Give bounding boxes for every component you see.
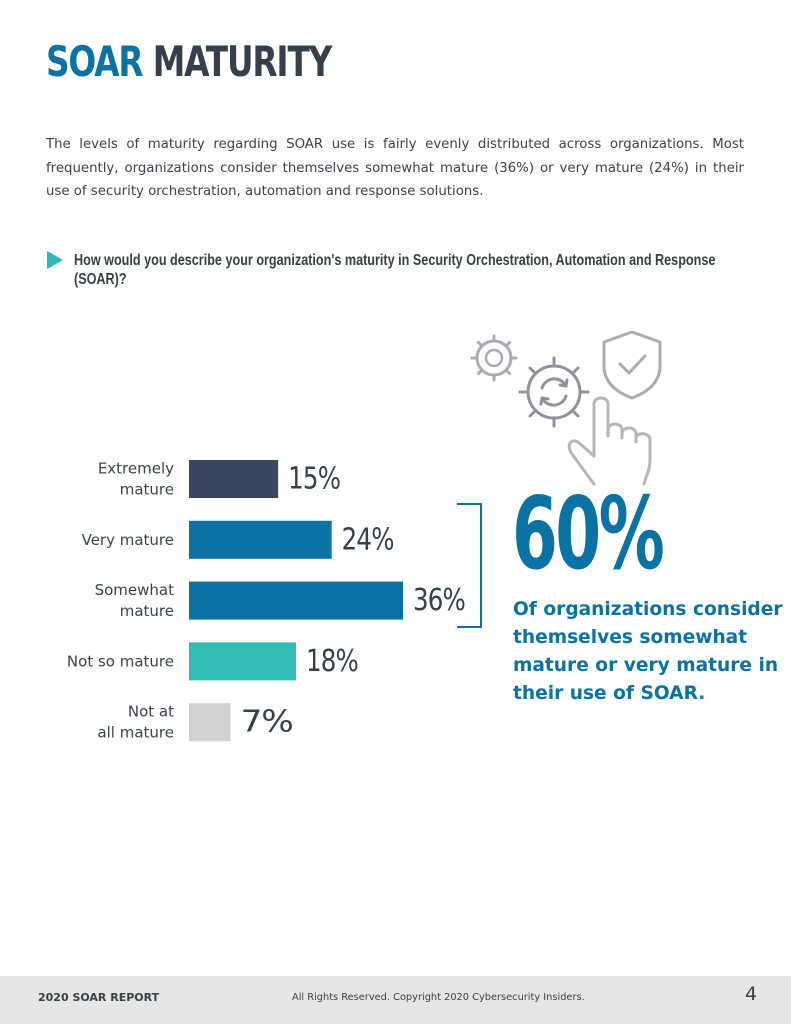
- bar-4: [189, 703, 231, 742]
- bar-3: [189, 642, 296, 681]
- copyright-text: All Rights Reserved. Copyright 2020 Cybe…: [292, 992, 585, 1003]
- big-stat-value: 60%: [512, 475, 665, 592]
- value-label-1: 24%: [342, 522, 394, 557]
- category-label-0: Extremely mature: [98, 460, 174, 499]
- bar-1: [189, 520, 332, 559]
- page-footer: 2020 SOAR REPORT All Rights Reserved. Co…: [0, 976, 791, 1024]
- category-label-3: Not so mature: [67, 652, 174, 670]
- automation-illustration: [470, 330, 662, 486]
- callout-text: Of organizations consider themselves som…: [513, 599, 783, 704]
- value-label-0: 15%: [288, 462, 340, 497]
- bar-2: [189, 581, 403, 620]
- intro-paragraph: The levels of maturity regarding SOAR us…: [46, 137, 744, 199]
- value-label-3: 18%: [306, 644, 358, 679]
- gear-outline-icon: [470, 334, 518, 382]
- page-title: SOAR MATURITY: [46, 37, 333, 86]
- bar-0: [189, 460, 279, 498]
- page-number: 4: [745, 983, 758, 1005]
- value-label-4: 7%: [241, 705, 293, 740]
- title-rest: MATURITY: [152, 37, 333, 86]
- report-name: 2020 SOAR REPORT: [38, 991, 160, 1004]
- shield-check-icon: [602, 330, 662, 400]
- maturity-bar-chart: 15% Extremely mature 24% Very mature 36% Somew…: [67, 460, 466, 742]
- title-highlight: SOAR: [46, 37, 144, 86]
- bracket-highlight: [457, 503, 482, 628]
- category-label-1: Very mature: [82, 531, 174, 549]
- question-text: How would you describe your organization…: [74, 252, 716, 288]
- gear-sync-icon: [518, 356, 590, 428]
- category-label-2: Somewhat mature: [95, 581, 175, 620]
- play-triangle-icon: [47, 251, 63, 269]
- pointing-hand-icon: [567, 396, 652, 486]
- value-label-2: 36%: [413, 583, 465, 618]
- category-label-4: Not at all mature: [97, 703, 174, 742]
